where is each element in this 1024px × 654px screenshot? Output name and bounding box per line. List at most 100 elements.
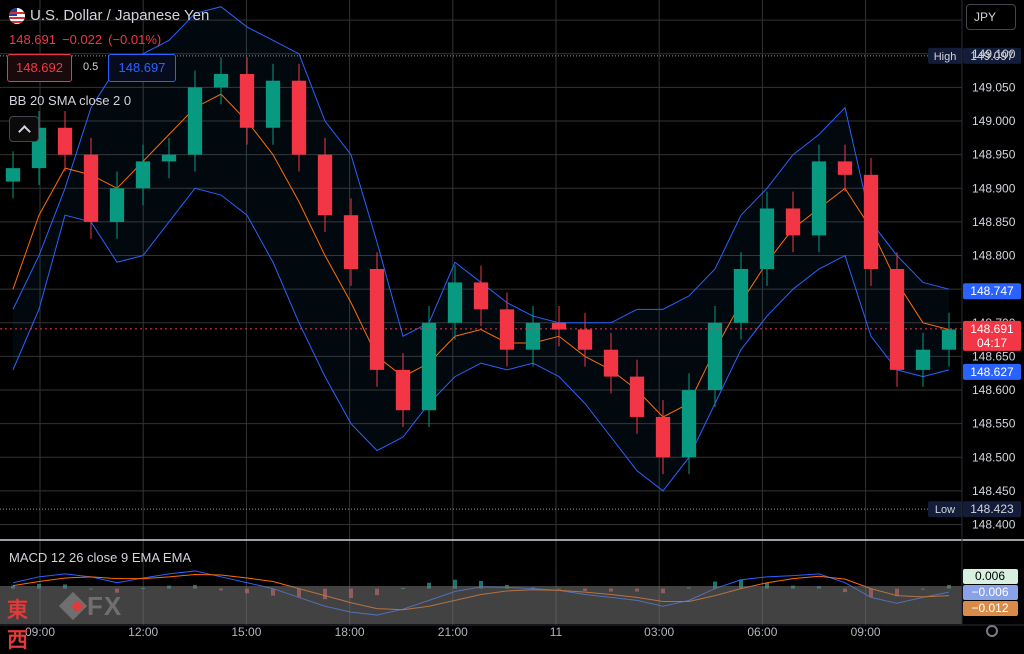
last-price: 148.691: [9, 32, 56, 47]
candle: [343, 198, 359, 286]
time-tick-label: 18:00: [335, 625, 365, 638]
macd-legend[interactable]: MACD 12 26 close 9 EMA EMA: [9, 550, 192, 565]
bollinger-legend[interactable]: BB 20 SMA close 2 0: [9, 93, 132, 108]
candle: [551, 305, 567, 347]
price-tick-label: 148.450: [972, 484, 1016, 498]
candle: [525, 305, 541, 367]
countdown-tag: 04:17: [977, 336, 1007, 350]
signal-value-tag: −0.012: [971, 601, 1008, 615]
candle: [213, 57, 229, 105]
gear-icon[interactable]: [986, 625, 998, 637]
time-tick-label: 12:00: [128, 625, 158, 638]
candle-body: [863, 174, 879, 269]
candle-body: [759, 208, 775, 269]
high-tag-bg: [928, 47, 962, 64]
candle: [837, 144, 853, 192]
watermark-band: [0, 586, 962, 624]
macd-value-tag: −0.006: [971, 585, 1008, 599]
candle-body: [525, 322, 541, 350]
price-tick-label: 148.650: [972, 349, 1016, 363]
candle: [811, 144, 827, 253]
candle-body: [343, 215, 359, 269]
price-tick-label: 148.850: [972, 215, 1016, 229]
currency-button[interactable]: JPY: [966, 4, 1016, 30]
bb-lower-tag: 148.627: [970, 365, 1014, 379]
high-price-label: 149.097: [970, 49, 1014, 63]
candle-body: [369, 269, 385, 370]
collapse-legend-button[interactable]: [9, 116, 39, 142]
candle-body: [785, 208, 801, 236]
candle-body: [421, 322, 437, 411]
price-tick-label: 149.050: [972, 80, 1016, 94]
candle-body: [265, 80, 281, 128]
low-tag-bg: [928, 501, 962, 518]
macd-histogram-tag: 0.006: [975, 569, 1005, 583]
candle-body: [811, 161, 827, 236]
price-change-pct: (−0.01%): [108, 32, 162, 47]
buy-button[interactable]: 148.697: [108, 54, 176, 82]
candle-body: [499, 309, 515, 350]
symbol-title[interactable]: U.S. Dollar / Japanese Yen: [30, 7, 210, 24]
macd-pane: 0.006 −0.006 −0.012: [0, 539, 1024, 624]
candle: [109, 171, 125, 239]
price-tick-label: 148.550: [972, 417, 1016, 431]
candle-body: [837, 161, 853, 175]
sell-button[interactable]: 148.692: [7, 54, 72, 82]
macd-histogram-bar: [479, 580, 483, 589]
candle-body: [213, 73, 229, 88]
spread-value: 0.5: [83, 61, 99, 73]
candle-body: [135, 161, 151, 189]
candle: [915, 332, 931, 387]
logo-kanji: 東西: [7, 599, 28, 652]
time-tick-label: 21:00: [438, 625, 468, 638]
time-tick-label: 09:00: [25, 625, 55, 638]
candle: [369, 252, 385, 387]
candle-body: [291, 80, 307, 155]
candle: [239, 57, 255, 145]
candle: [629, 359, 645, 434]
macd-histogram-bar: [713, 581, 717, 589]
candle-body: [655, 416, 671, 458]
bb-lower-line: [12, 187, 950, 492]
candle: [421, 305, 437, 428]
macd-histogram-bar: [765, 582, 769, 589]
price-tick-label: 148.800: [972, 249, 1016, 263]
price-tick-label: 149.100: [972, 47, 1016, 61]
candle: [447, 265, 463, 340]
macd-histogram-bar: [453, 579, 457, 589]
candle-body: [447, 282, 463, 323]
candle: [681, 373, 697, 475]
candle-body: [317, 154, 333, 216]
time-tick-label: 15:00: [231, 625, 261, 638]
candle-body: [603, 349, 619, 377]
candle-body: [187, 87, 203, 155]
candle: [83, 137, 99, 239]
candle-body: [941, 329, 957, 350]
candle: [759, 191, 775, 286]
candle-body: [733, 269, 749, 323]
candle-body: [473, 282, 489, 310]
candle: [473, 265, 489, 327]
candle-body: [915, 349, 931, 370]
price-summary: 148.691 −0.022 (−0.01%): [9, 32, 167, 47]
candle-body: [551, 322, 567, 330]
candle: [889, 252, 905, 387]
candle: [499, 292, 515, 367]
candle: [863, 158, 879, 286]
time-tick-label: 06:00: [747, 625, 777, 638]
bb-lower-tag-bg: [963, 363, 1021, 380]
low-tag-label: Low: [935, 504, 955, 516]
candle-body: [161, 154, 177, 162]
candle-body: [889, 269, 905, 370]
price-tick-label: 148.500: [972, 450, 1016, 464]
candle: [187, 70, 203, 172]
candle: [707, 305, 723, 407]
candle-body: [707, 322, 723, 391]
low-price-label: 148.423: [970, 502, 1014, 516]
high-price-bg: [963, 47, 1021, 64]
price-tick-label: 149.000: [972, 114, 1016, 128]
bb-upper-tag-bg: [963, 283, 1021, 300]
time-tick-label: 03:00: [644, 625, 674, 638]
